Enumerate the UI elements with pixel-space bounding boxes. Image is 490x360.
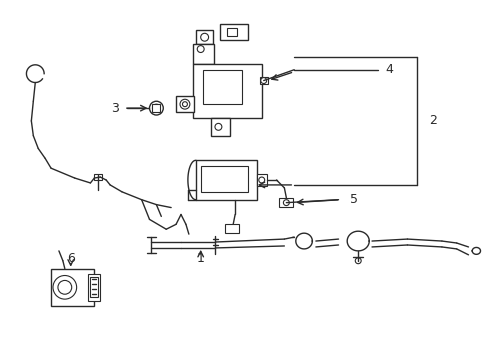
- Text: 5: 5: [350, 193, 358, 206]
- Circle shape: [58, 280, 72, 294]
- Text: 6: 6: [67, 252, 74, 265]
- Bar: [89, 274, 100, 301]
- Bar: [220, 24, 248, 40]
- Circle shape: [201, 33, 209, 41]
- Bar: [211, 118, 230, 136]
- Circle shape: [215, 123, 222, 130]
- Bar: [193, 44, 215, 64]
- Bar: [201, 166, 248, 192]
- Circle shape: [355, 258, 361, 264]
- Text: 3: 3: [111, 102, 119, 114]
- Circle shape: [197, 46, 204, 53]
- Bar: [152, 104, 160, 112]
- Bar: [196, 160, 257, 200]
- Bar: [176, 96, 194, 112]
- Circle shape: [261, 78, 267, 84]
- Bar: [257, 174, 267, 186]
- Circle shape: [149, 101, 163, 115]
- Bar: [193, 64, 262, 118]
- Circle shape: [259, 177, 265, 183]
- Circle shape: [283, 200, 289, 206]
- Bar: [225, 224, 239, 233]
- Bar: [51, 269, 95, 306]
- Circle shape: [53, 275, 76, 299]
- Bar: [203, 70, 242, 104]
- Circle shape: [182, 102, 187, 107]
- Bar: [279, 198, 293, 207]
- Circle shape: [180, 99, 190, 109]
- Bar: [95, 174, 102, 180]
- Text: 1: 1: [197, 252, 205, 265]
- Circle shape: [152, 104, 160, 112]
- Text: 4: 4: [386, 63, 393, 76]
- Bar: [196, 30, 214, 44]
- Bar: [260, 77, 268, 85]
- Bar: [227, 28, 237, 36]
- Bar: [91, 278, 98, 297]
- Text: 2: 2: [429, 114, 437, 127]
